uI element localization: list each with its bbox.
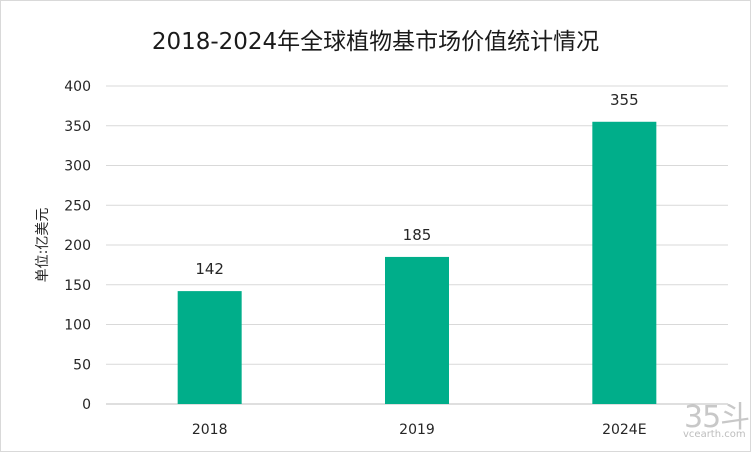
y-tick-label: 400: [64, 79, 91, 95]
data-label: 142: [195, 260, 224, 278]
y-tick-label: 300: [64, 159, 91, 175]
chart-title: 2018-2024年全球植物基市场价值统计情况: [151, 29, 600, 55]
x-tick-label: 2024E: [602, 422, 646, 438]
x-tick-label: 2019: [399, 422, 435, 438]
y-tick-label: 150: [64, 278, 91, 294]
data-label: 185: [403, 226, 432, 244]
watermark-logo: 35斗: [684, 400, 750, 435]
x-tick-label: 2018: [192, 422, 228, 438]
y-tick-label: 0: [82, 397, 91, 413]
y-tick-label: 250: [64, 198, 91, 214]
bar: [177, 291, 242, 404]
bar: [592, 121, 657, 405]
data-label: 355: [610, 91, 639, 109]
y-tick-label: 350: [64, 119, 91, 135]
y-tick-label: 200: [64, 238, 91, 254]
bar: [385, 256, 449, 404]
y-tick-label: 50: [73, 357, 91, 373]
y-axis-label: 单位:亿美元: [35, 208, 51, 283]
watermark-url: vcearth.com: [683, 429, 746, 440]
y-tick-label: 100: [64, 318, 91, 334]
